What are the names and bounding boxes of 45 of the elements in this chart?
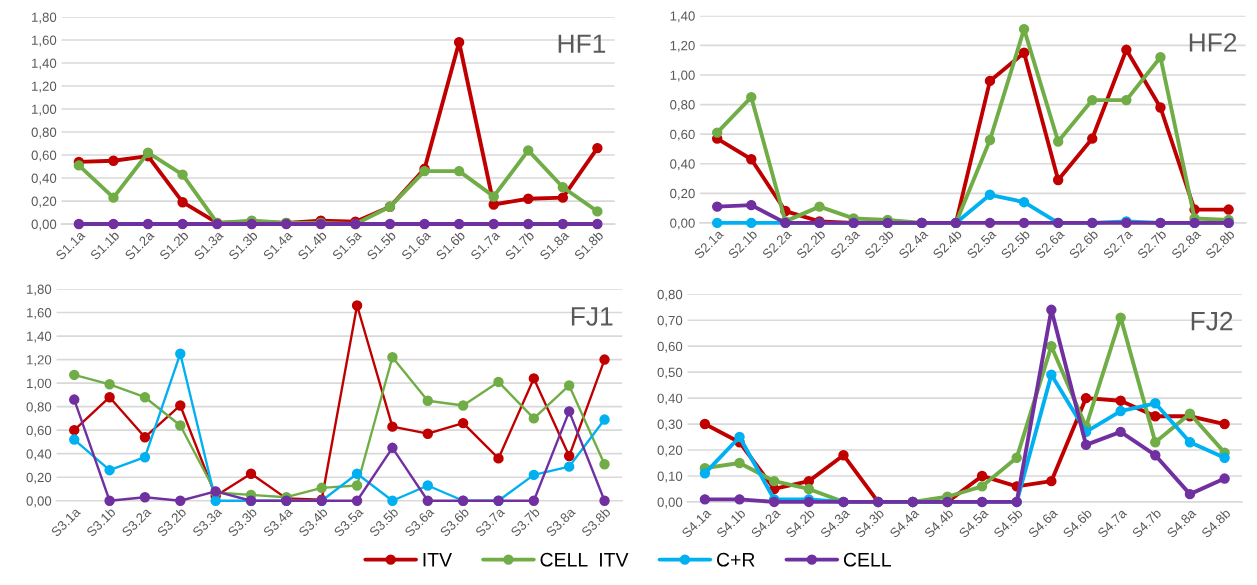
y-tick-label: 0,40	[670, 159, 695, 171]
y-tick-label: 0,80	[657, 289, 683, 301]
y-tick-label: 0,40	[26, 449, 52, 461]
y-tick-label: 0,60	[26, 425, 52, 437]
text: FJ2	[1191, 311, 1233, 331]
y-tick-label: 0,00	[26, 496, 52, 508]
y-tick-label: 1,20	[27, 355, 52, 367]
y-tick-label: 0,80	[670, 100, 695, 112]
y-tick-label: 1,40	[670, 11, 695, 23]
text: FJ1	[571, 307, 613, 326]
y-tick-label: 0,30	[657, 419, 683, 431]
y-tick-label: 1,20	[670, 40, 695, 52]
y-tick-label: 1,60	[27, 308, 52, 319]
y-tick-label: 0,50	[657, 367, 683, 379]
y-tick-label: 1,20	[32, 81, 57, 93]
y-tick-label: 0,70	[657, 315, 683, 327]
y-tick-label: 1,60	[32, 35, 57, 47]
y-tick-label: 0,60	[31, 150, 57, 162]
y-tick-label: 0,20	[657, 445, 683, 457]
y-tick-label: 1,40	[27, 331, 52, 343]
text: HF1	[558, 34, 606, 53]
y-tick-label: 1,80	[27, 284, 52, 296]
legend-label: CELL	[843, 552, 891, 567]
y-tick-label: 0,00	[657, 497, 683, 509]
y-tick-label: 1,40	[32, 58, 57, 70]
y-tick-label: 0,60	[670, 129, 695, 141]
y-tick-label: 0,20	[26, 472, 52, 484]
y-tick-label: 0,80	[26, 402, 52, 414]
y-tick-label: 1,00	[27, 378, 52, 390]
y-tick-label: 1,80	[32, 12, 57, 24]
y-tick-label: 0,80	[31, 127, 57, 139]
legend-label: CELL ITV	[540, 552, 629, 567]
y-tick-label: 0,20	[670, 188, 695, 200]
y-tick-label: 1,00	[32, 104, 57, 116]
y-tick-label: 1,00	[670, 70, 695, 82]
legend-label: C+R	[717, 552, 755, 567]
y-tick-label: 0,40	[31, 173, 57, 185]
text: HF2	[1189, 33, 1237, 52]
y-tick-label: 0,10	[657, 471, 683, 483]
y-tick-label: 0,00	[670, 218, 695, 230]
y-tick-label: 0,00	[31, 219, 57, 231]
y-tick-label: 0,20	[31, 196, 57, 208]
legend-label: ITV	[423, 553, 452, 567]
y-tick-label: 0,40	[657, 393, 683, 405]
y-tick-label: 0,60	[657, 341, 683, 353]
